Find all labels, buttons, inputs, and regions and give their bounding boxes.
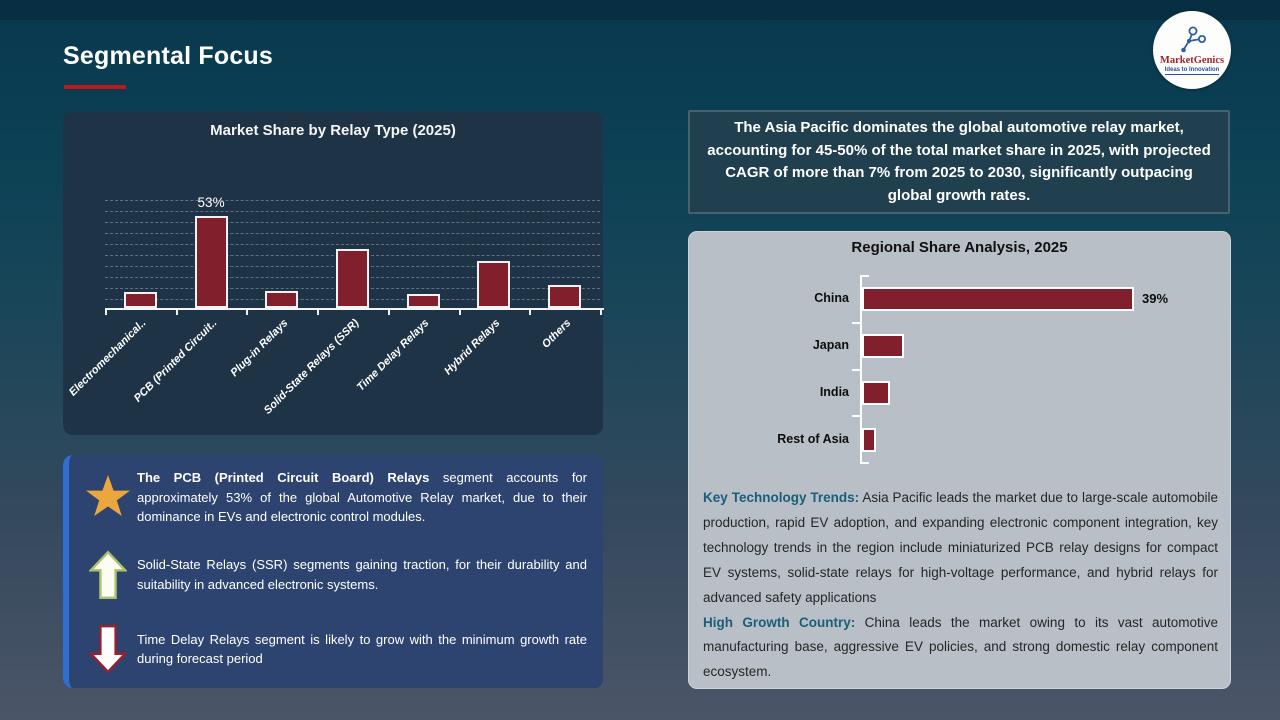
axis-tick (317, 310, 320, 315)
regional-panel: Regional Share Analysis, 2025 China 39% Ja… (688, 231, 1231, 689)
logo: MarketGenics Ideas to Innovation (1153, 11, 1231, 89)
bar (862, 381, 890, 405)
insight-text: The PCB (Printed Circuit Board) Relays s… (137, 470, 587, 524)
insights-box: The PCB (Printed Circuit Board) Relays s… (63, 455, 603, 688)
axis-tick (458, 310, 461, 315)
relay-chart-title: Market Share by Relay Type (2025) (210, 122, 456, 139)
arrow-up-icon (79, 549, 137, 601)
bar (862, 427, 876, 452)
gridline (105, 233, 600, 234)
bar (406, 294, 440, 308)
logo-brand: MarketGenics (1159, 54, 1225, 66)
y-axis-label: India (819, 385, 849, 399)
bar (194, 216, 228, 308)
x-axis-label: Hybrid Relays (442, 317, 503, 378)
axis-tick (105, 310, 107, 315)
axis-tick (175, 310, 178, 315)
page-title: Segmental Focus (63, 42, 273, 70)
x-axis-label: Plug-in Relays (228, 317, 291, 380)
logo-tagline: Ideas to Innovation (1164, 66, 1220, 75)
axis-tick (852, 415, 861, 418)
bar (862, 334, 904, 359)
axis-tick (529, 310, 532, 315)
bar-value-label: 53% (197, 195, 225, 210)
gridline (105, 244, 600, 245)
logo-circle: MarketGenics Ideas to Innovation (1153, 11, 1231, 89)
regional-chart-title: Regional Share Analysis, 2025 (851, 239, 1068, 256)
x-axis-label: Electromechanical.. (67, 317, 149, 399)
y-axis (860, 276, 862, 464)
axis-tick (860, 275, 869, 277)
insight-item: Solid-State Relays (SSR) segments gainin… (79, 549, 587, 601)
headline-box: The Asia Pacific dominates the global au… (688, 110, 1230, 214)
y-axis-label: China (814, 291, 849, 306)
title-underline (64, 85, 126, 89)
molecule-icon (1181, 26, 1206, 52)
bar (336, 248, 369, 308)
bar (477, 261, 511, 308)
relay-chart-plot: Electromechanical.. 53% PCB (Printed Circu… (63, 112, 604, 435)
bar (265, 290, 299, 308)
y-axis-label: Japan (812, 338, 849, 353)
trends-text: Key Technology Trends: Asia Pacific lead… (703, 486, 1218, 685)
trend-body: Asia Pacific leads the market due to lar… (703, 490, 1218, 605)
axis-tick (860, 462, 869, 465)
trend-lead: High Growth Country: (703, 614, 856, 630)
gridline (105, 211, 600, 212)
insight-item: Time Delay Relays segment is likely to g… (79, 623, 587, 675)
star-icon (79, 474, 137, 520)
axis-tick (852, 368, 861, 371)
regional-chart-plot: China 39% Japan India Rest of Asia (689, 232, 1230, 688)
x-axis-label: Others (539, 317, 574, 351)
x-axis-label: Solid-State Relays (SSR) (261, 317, 361, 417)
x-axis-label: PCB (Printed Circuit.. (131, 317, 220, 405)
x-axis (105, 308, 604, 310)
axis-tick (387, 310, 390, 315)
bar (548, 285, 582, 308)
trend-lead: Key Technology Trends: (703, 490, 860, 505)
insight-text: Solid-State Relays (SSR) segments gainin… (137, 557, 587, 592)
axis-tick (246, 310, 249, 315)
trend-body: China leads the market owing to its vast… (703, 614, 1219, 680)
trends-paragraph: High Growth Country: China leads the mar… (703, 611, 1218, 686)
bar (862, 287, 1134, 312)
x-axis-label: Time Delay Relays (355, 317, 432, 394)
bar-value-label: 39% (1142, 291, 1169, 307)
insight-text: Time Delay Relays segment is likely to g… (137, 631, 587, 667)
gridline (105, 200, 600, 201)
arrow-down-icon (79, 623, 137, 675)
bar (123, 292, 157, 308)
relay-chart-panel: Market Share by Relay Type (2025) Electr… (63, 112, 604, 435)
y-axis-label: Rest of Asia (777, 431, 849, 446)
insight-item: The PCB (Printed Circuit Board) Relays s… (79, 468, 587, 527)
gridline (105, 222, 600, 223)
trends-paragraph: Key Technology Trends: Asia Pacific lead… (703, 486, 1218, 611)
axis-tick (852, 321, 861, 324)
axis-tick (600, 310, 602, 315)
top-strip (0, 0, 1280, 20)
headline-text: The Asia Pacific dominates the global au… (707, 119, 1211, 204)
